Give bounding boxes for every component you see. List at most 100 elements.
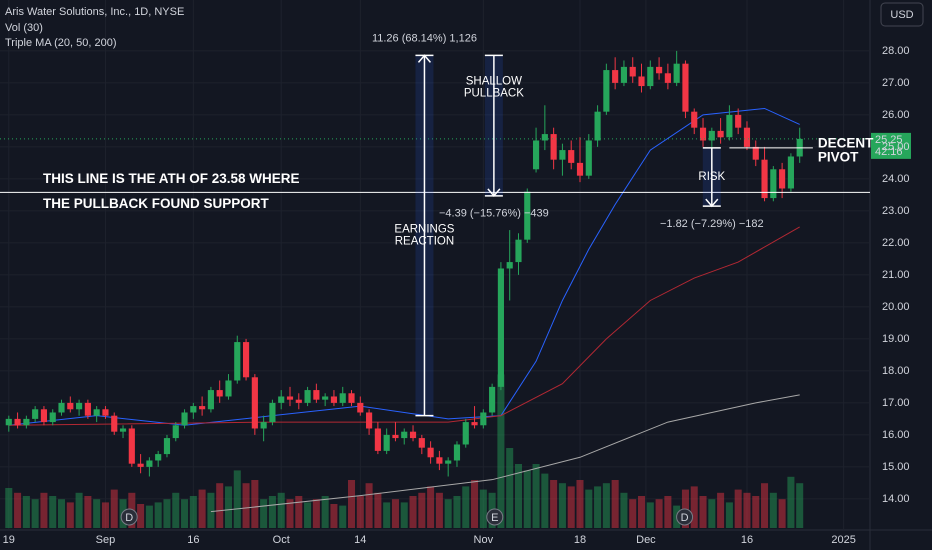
- candle-body: [409, 431, 417, 439]
- volume-bar: [699, 496, 707, 528]
- volume-bar: [409, 496, 417, 528]
- candle-body: [339, 393, 346, 403]
- y-tick-label: 28.00: [882, 45, 910, 57]
- volume-bar: [541, 473, 549, 528]
- candle-body: [427, 447, 434, 458]
- volume-bar: [189, 496, 197, 528]
- measure-note: EARNINGS: [394, 224, 454, 236]
- candle-body: [225, 380, 232, 397]
- candle-body: [717, 130, 724, 138]
- volume-bar: [690, 486, 698, 528]
- candle-body: [779, 169, 786, 189]
- y-tick-label: 21.00: [882, 269, 910, 281]
- y-tick-label: 17.00: [882, 397, 910, 409]
- candle-body: [453, 444, 461, 461]
- pivot-note: PIVOT: [818, 149, 859, 164]
- pivot-note: DECENT: [818, 135, 874, 150]
- volume-bar: [137, 504, 145, 528]
- volume-bar: [620, 492, 628, 528]
- indicator-label: Triple MA (20, 50, 200): [5, 37, 116, 49]
- volume-bar: [611, 480, 619, 528]
- candle-body: [49, 412, 56, 423]
- volume-bar: [304, 502, 312, 528]
- candle-body: [40, 409, 48, 423]
- candle-body: [199, 406, 206, 410]
- countdown-label: 42:16: [875, 146, 903, 158]
- y-tick-label: 22.00: [882, 237, 910, 249]
- candle-body: [111, 415, 118, 432]
- candle-body: [691, 111, 698, 128]
- candle-body: [515, 239, 522, 263]
- candle-body: [313, 390, 320, 400]
- candle-body: [14, 418, 21, 426]
- candle-body: [119, 428, 127, 432]
- y-tick-label: 16.00: [882, 429, 910, 441]
- moving-averages: [8, 107, 800, 513]
- indicator-label: Vol (30): [5, 22, 43, 34]
- candle-body: [550, 134, 557, 160]
- grid: [0, 0, 870, 530]
- candle-body: [489, 386, 496, 413]
- volume-bar: [365, 483, 373, 528]
- y-tick-label: 25.00: [882, 141, 910, 153]
- volume-bar: [224, 486, 232, 528]
- x-tick-label: 19: [3, 534, 15, 546]
- volume-bar: [312, 499, 320, 528]
- volume-bar: [752, 496, 760, 528]
- candle-body: [330, 396, 338, 403]
- volume-bar: [154, 502, 162, 528]
- volume-bar: [207, 492, 215, 528]
- candle-body: [401, 431, 408, 439]
- volume-bar: [251, 480, 259, 528]
- ath-note: THIS LINE IS THE ATH OF 23.58 WHERE: [43, 171, 300, 186]
- candle-body: [295, 399, 302, 403]
- volume-bar: [550, 480, 558, 528]
- volume-bar: [172, 492, 180, 528]
- measure-note: RISK: [698, 171, 725, 183]
- y-tick-label: 19.00: [882, 333, 910, 345]
- volume-bar: [787, 476, 795, 528]
- volume-bar: [233, 470, 241, 528]
- candle-body: [357, 402, 364, 413]
- volume-bar: [14, 492, 22, 528]
- candle-body: [506, 262, 513, 269]
- candle-body: [462, 422, 469, 445]
- candle-body: [761, 159, 768, 199]
- currency-button[interactable]: [880, 2, 924, 27]
- volume-bar: [101, 502, 109, 528]
- candle-body: [172, 425, 179, 439]
- candle-body: [155, 454, 162, 461]
- x-tick-label: Oct: [273, 534, 290, 546]
- candle-body: [374, 428, 381, 451]
- currency-label[interactable]: USD: [890, 9, 913, 21]
- y-tick-label: 26.00: [882, 109, 910, 121]
- candle-body: [366, 412, 373, 429]
- volume-bar: [260, 499, 268, 528]
- candle-body: [726, 114, 733, 138]
- volume-bar: [717, 492, 725, 528]
- y-tick-label: 23.00: [882, 205, 910, 217]
- volume-bar: [725, 502, 733, 528]
- candle-body: [673, 63, 680, 83]
- candle-body: [524, 191, 531, 240]
- volume-bar: [383, 502, 391, 528]
- volume-bar: [646, 502, 654, 528]
- volume-bar: [576, 480, 584, 528]
- volume-bar: [585, 489, 593, 528]
- volume-bar: [602, 483, 610, 528]
- volume-bar: [277, 492, 285, 528]
- candle-body: [743, 127, 751, 147]
- y-tick-label: 27.00: [882, 77, 910, 89]
- candle-body: [787, 156, 794, 189]
- volume-bar: [427, 486, 435, 528]
- candles: [5, 50, 803, 477]
- volume-bar: [295, 496, 303, 528]
- volume-bar: [638, 496, 646, 528]
- candle-body: [278, 396, 285, 403]
- volume-bar: [330, 504, 338, 528]
- last-price-label: 25.25: [875, 134, 903, 146]
- y-tick-label: 18.00: [882, 365, 910, 377]
- candle-body: [216, 390, 223, 397]
